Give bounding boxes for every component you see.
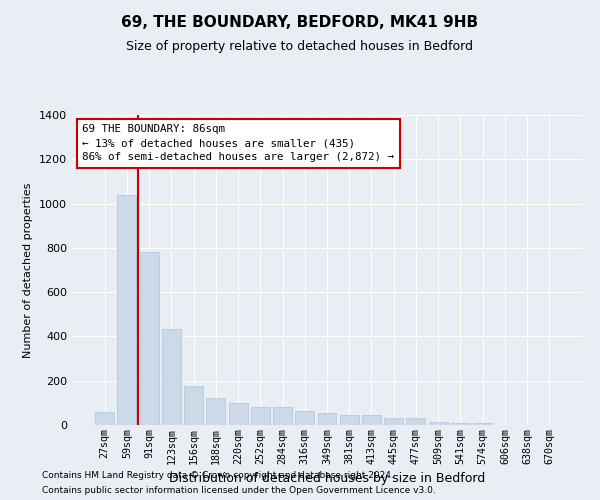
- Bar: [162, 328, 181, 425]
- Text: Contains public sector information licensed under the Open Government Licence v3: Contains public sector information licen…: [42, 486, 436, 495]
- Bar: [295, 410, 314, 425]
- Y-axis label: Number of detached properties: Number of detached properties: [23, 182, 34, 358]
- Text: 69 THE BOUNDARY: 86sqm
← 13% of detached houses are smaller (435)
86% of semi-de: 69 THE BOUNDARY: 86sqm ← 13% of detached…: [82, 124, 394, 162]
- Text: Size of property relative to detached houses in Bedford: Size of property relative to detached ho…: [127, 40, 473, 53]
- Bar: [384, 418, 403, 425]
- Bar: [406, 418, 425, 425]
- Text: 69, THE BOUNDARY, BEDFORD, MK41 9HB: 69, THE BOUNDARY, BEDFORD, MK41 9HB: [121, 15, 479, 30]
- Bar: [429, 422, 448, 425]
- Bar: [95, 412, 114, 425]
- Bar: [184, 386, 203, 425]
- Bar: [317, 413, 337, 425]
- X-axis label: Distribution of detached houses by size in Bedford: Distribution of detached houses by size …: [169, 472, 485, 485]
- Bar: [118, 194, 136, 425]
- Bar: [340, 415, 359, 425]
- Bar: [473, 423, 492, 425]
- Bar: [206, 398, 225, 425]
- Bar: [451, 423, 470, 425]
- Text: Contains HM Land Registry data © Crown copyright and database right 2024.: Contains HM Land Registry data © Crown c…: [42, 471, 394, 480]
- Bar: [273, 408, 292, 425]
- Bar: [140, 252, 158, 425]
- Bar: [229, 403, 248, 425]
- Bar: [251, 408, 270, 425]
- Bar: [362, 415, 381, 425]
